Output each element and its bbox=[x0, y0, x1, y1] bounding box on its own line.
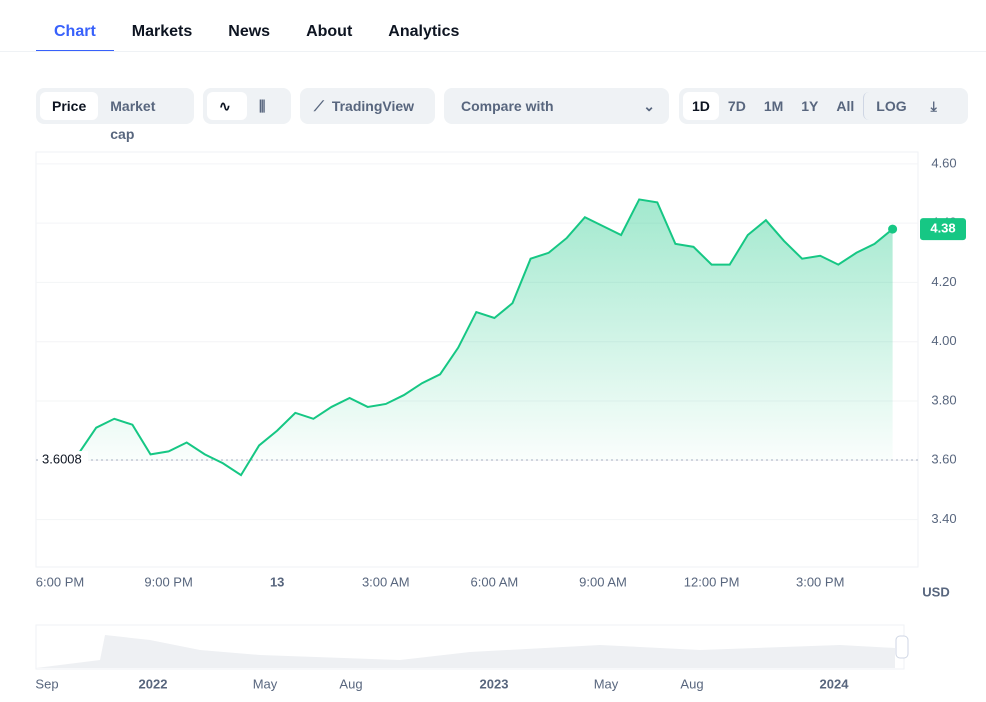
compare-select[interactable]: Compare with ⌄ bbox=[444, 88, 669, 124]
x-tick-label: 6:00 PM bbox=[36, 574, 84, 589]
tab[interactable]: Analytics bbox=[388, 23, 460, 40]
mode-button[interactable]: Price bbox=[40, 92, 99, 120]
baseline-badge bbox=[38, 451, 88, 470]
x-tick-label: 3:00 PM bbox=[796, 574, 844, 589]
y-tick-label: 3.60 bbox=[931, 452, 956, 467]
x-tick-label: 9:00 PM bbox=[144, 574, 192, 589]
range-button[interactable]: All bbox=[836, 98, 855, 114]
tab[interactable]: Markets bbox=[131, 23, 193, 40]
range-button[interactable]: 1Y bbox=[801, 98, 819, 114]
navigator-label: 2022 bbox=[139, 676, 168, 691]
navigator-label: 2023 bbox=[480, 676, 509, 691]
y-tick-label: 3.40 bbox=[931, 511, 956, 526]
price-line bbox=[41, 198, 894, 477]
navigator-label: 2024 bbox=[820, 676, 850, 691]
last-point bbox=[888, 224, 898, 234]
download-button[interactable]: ⤓ bbox=[930, 98, 937, 114]
navigator-handle[interactable] bbox=[895, 635, 909, 659]
x-tick-label: 9:00 AM bbox=[579, 574, 627, 589]
tradingview-label: TradingView bbox=[331, 98, 415, 114]
plot-frame bbox=[35, 151, 919, 568]
tabs: Chart Markets News About Analytics bbox=[36, 0, 477, 52]
x-tick-label: 6:00 AM bbox=[471, 574, 519, 589]
y-tick-label: 4.20 bbox=[931, 274, 956, 289]
x-tick-label: 13 bbox=[270, 574, 284, 589]
tab[interactable]: News bbox=[228, 23, 271, 40]
range-button[interactable]: 1M bbox=[763, 98, 784, 114]
navigator-label: May bbox=[253, 676, 278, 691]
compare-label: Compare with bbox=[461, 98, 554, 114]
y-tick-label: 4.00 bbox=[931, 333, 956, 348]
currency: USD bbox=[922, 584, 949, 599]
x-tick-label: 12:00 PM bbox=[684, 574, 740, 589]
candle-style[interactable]: ⫼ bbox=[259, 98, 266, 114]
current-price-label: 4.38 bbox=[930, 221, 955, 236]
current-price-badge bbox=[920, 218, 966, 241]
mode-toggle: Price Market cap bbox=[36, 88, 194, 142]
y-tick-label: 4.60 bbox=[931, 155, 956, 170]
tab[interactable]: About bbox=[306, 23, 353, 40]
y-tick-label: 3.80 bbox=[931, 392, 956, 407]
divider bbox=[0, 51, 986, 52]
navigator-label: Aug bbox=[680, 676, 703, 691]
price-area bbox=[42, 199, 893, 476]
range-toggle: 1D 7D 1M 1Y All LOG ⤓ bbox=[679, 88, 968, 124]
x-tick-label: 3:00 AM bbox=[362, 574, 410, 589]
navigator-label: Sep bbox=[35, 676, 58, 691]
mode-button[interactable]: Market cap bbox=[110, 98, 156, 142]
line-style[interactable]: ∿ bbox=[207, 92, 247, 120]
navigator-label: Aug bbox=[339, 676, 362, 691]
navigator-label: May bbox=[594, 676, 619, 691]
log-button[interactable]: LOG bbox=[863, 92, 918, 120]
tradingview[interactable]: ⟋ TradingView bbox=[300, 88, 435, 124]
navigator-area bbox=[36, 635, 895, 668]
baseline-label: 3.6008 bbox=[42, 451, 82, 466]
range-button[interactable]: 7D bbox=[727, 98, 746, 114]
range-button[interactable]: 1D bbox=[683, 92, 719, 120]
chart-style: ∿ ⫼ bbox=[203, 88, 291, 124]
